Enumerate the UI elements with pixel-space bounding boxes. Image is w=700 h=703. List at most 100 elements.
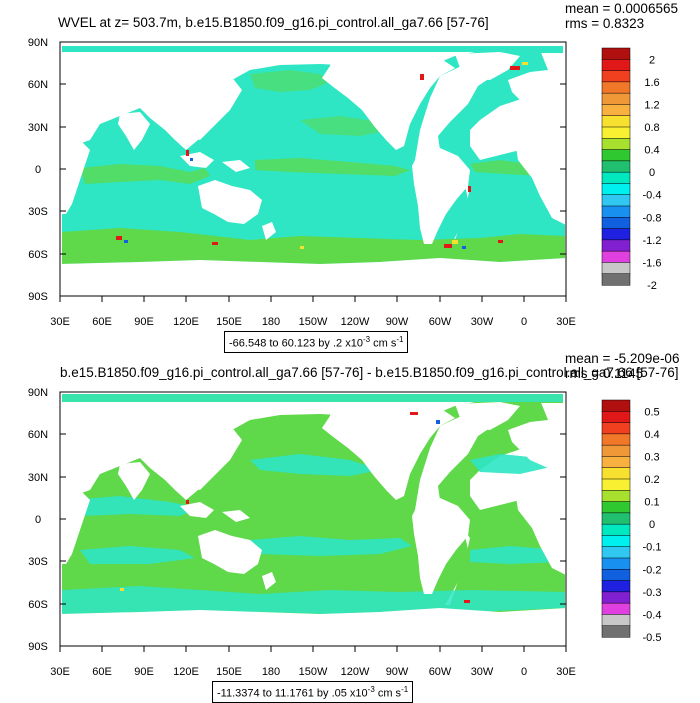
x-tick-label: 60E — [92, 316, 112, 328]
y-tick-label: 60S — [28, 249, 48, 261]
colorbar-swatch — [601, 478, 631, 491]
colorbar-label: 0 — [649, 167, 655, 179]
colorbar-label: 0.8 — [644, 122, 659, 134]
colorbar-swatch — [601, 490, 631, 503]
colorbar-label: -0.3 — [643, 587, 662, 599]
land-europe — [508, 68, 566, 120]
land-antarctica — [60, 258, 566, 296]
land-maritime — [180, 152, 250, 172]
colorbar-swatch — [601, 625, 631, 638]
y-tick-label: 30S — [28, 556, 48, 568]
colorbar-label: 0 — [649, 519, 655, 531]
field-band-south — [62, 228, 565, 264]
colorbar-swatch — [601, 160, 631, 173]
colorbar-swatch — [601, 228, 631, 241]
y-tick-label: 0 — [35, 514, 41, 526]
ocean-indian — [62, 515, 440, 600]
x-tick-label: 90E — [134, 666, 154, 678]
land-south-america — [412, 148, 470, 244]
panel-1-contour-info: -66.548 to 60.123 by .2 x10-3 cm s-1 — [224, 331, 409, 353]
info-units: cm s — [374, 687, 402, 700]
colorbar-swatch — [601, 183, 631, 196]
colorbar-swatch — [601, 59, 631, 72]
land-maritime — [180, 502, 250, 522]
panel-2-colorbar: 0.5 0.4 0.3 0.2 0.1 0 -0.1 -0.2 -0.3 -0.4 -0.5 — [601, 399, 662, 644]
ocean-atlantic — [438, 46, 565, 255]
land-nz — [262, 222, 276, 240]
colorbar-label: -1.6 — [643, 257, 662, 269]
x-tick-label: 0 — [521, 666, 527, 678]
land-asia — [60, 52, 262, 150]
info-unit-exponent: -1 — [401, 685, 409, 694]
colorbar-swatch — [601, 569, 631, 582]
y-tick-label: 90N — [28, 37, 48, 49]
colorbar-swatch — [601, 81, 631, 94]
info-exponent: -3 — [367, 685, 375, 694]
x-tick-label: 150E — [216, 316, 242, 328]
x-tick-label: 60W — [429, 316, 452, 328]
land-australia — [198, 530, 262, 574]
colorbar-swatch — [601, 512, 631, 525]
y-tick-label: 90N — [28, 387, 48, 399]
x-tick-label: 90E — [134, 316, 154, 328]
land-africa-east — [515, 478, 566, 575]
noise-hotspots — [116, 62, 528, 249]
colorbar-swatch — [601, 104, 631, 117]
panel-2-map — [60, 392, 566, 646]
x-tick-label: 60W — [429, 666, 452, 678]
land-arctic — [60, 42, 566, 46]
colorbar-swatch — [601, 92, 631, 105]
panel-1-map — [60, 42, 566, 296]
x-tick-label: 30W — [471, 666, 494, 678]
panel-2-y-axis: 90N 60N 30N 0 30S 60S 90S — [28, 387, 566, 653]
land-india — [118, 462, 150, 500]
colorbar-swatch — [601, 591, 631, 604]
colorbar-swatch — [601, 171, 631, 184]
land-asia — [60, 402, 262, 500]
panel-2-contour-info: -11.3374 to 11.1761 by .05 x10-3 cm s-1 — [212, 681, 414, 703]
land-north-america — [322, 404, 455, 500]
y-tick-label: 30N — [28, 122, 48, 134]
y-tick-label: 60S — [28, 599, 48, 611]
land-greenland — [455, 52, 520, 80]
x-tick-label: 30E — [556, 316, 576, 328]
x-tick-label: 150W — [299, 666, 328, 678]
land-india — [118, 112, 150, 150]
y-tick-label: 90S — [28, 291, 48, 303]
colorbar-swatch — [601, 262, 631, 275]
panel-1-colorbar: 2 1.6 1.2 0.8 0.4 0 -0.4 -0.8 -1.2 -1.6 -2 — [601, 47, 662, 292]
info-range: -11.3374 to 11.1761 by .05 x10 — [217, 687, 368, 700]
x-tick-label: 0 — [521, 316, 527, 328]
x-tick-label: 90W — [386, 316, 409, 328]
land-europe — [508, 418, 566, 470]
y-tick-label: 60N — [28, 79, 48, 91]
colorbar-swatch — [601, 422, 631, 435]
colorbar-swatch — [601, 126, 631, 139]
colorbar-label: -0.5 — [643, 632, 662, 644]
panel-1-y-axis: 90N 60N 30N 0 30S 60S 90S — [28, 37, 566, 303]
colorbar-swatch — [601, 115, 631, 128]
land-australia — [198, 180, 262, 224]
colorbar-swatch — [601, 456, 631, 469]
colorbar-swatch — [601, 501, 631, 514]
colorbar-swatch — [601, 602, 631, 615]
x-tick-label: 30W — [471, 316, 494, 328]
land-antarctica — [60, 608, 566, 646]
field-band-cyan-4 — [62, 394, 563, 438]
colorbar-swatch — [601, 535, 631, 548]
panel-2: b.e15.B1850.f09_g16.pi_control.all_ga7.6… — [28, 351, 680, 678]
field-band-cyan-2 — [80, 536, 560, 564]
noise-hotspots — [120, 412, 470, 603]
colorbar-swatch — [601, 444, 631, 457]
colorbar-swatch — [601, 580, 631, 593]
x-tick-label: 30E — [50, 316, 70, 328]
colorbar-swatch — [601, 467, 631, 480]
x-tick-label: 30E — [50, 666, 70, 678]
colorbar-label: 1.6 — [644, 77, 659, 89]
x-tick-label: 60E — [92, 666, 112, 678]
land-africa — [60, 140, 90, 214]
colorbar-label: 1.2 — [644, 99, 659, 111]
panel-1-title: WVEL at z= 503.7m, b.e15.B1850.f09_g16.p… — [58, 15, 489, 30]
colorbar-label: -0.4 — [643, 609, 662, 621]
